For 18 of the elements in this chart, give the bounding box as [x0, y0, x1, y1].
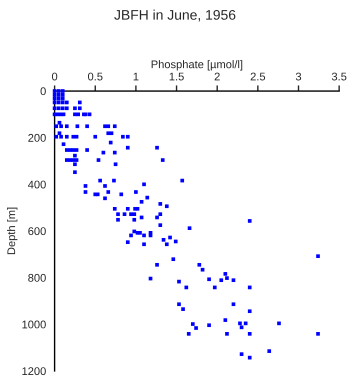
- y-tick-label: 1200: [22, 367, 46, 376]
- y-axis-title: Depth [m]: [7, 208, 18, 254]
- y-tick-label: 200: [28, 134, 46, 142]
- y-tick-label: 600: [28, 227, 46, 236]
- x-axis-title: Phosphate [µmol/l]: [152, 60, 242, 70]
- x-tick-label: 0.5: [88, 72, 103, 80]
- y-tick-label: 1000: [22, 320, 46, 328]
- y-tick-label: 800: [28, 274, 46, 282]
- chart-title: JBFH in June, 1956: [114, 10, 236, 22]
- x-tick-label: 3: [296, 72, 302, 80]
- y-tick-label: 400: [28, 180, 46, 188]
- x-tick-label: 2: [214, 72, 220, 80]
- x-tick-label: 1.5: [170, 72, 184, 80]
- y-tick-label: 0: [40, 87, 46, 96]
- x-tick-label: 0: [52, 72, 58, 80]
- x-tick-label: 3.5: [332, 72, 346, 80]
- x-tick-label: 2.5: [250, 72, 266, 80]
- x-tick-label: 1: [134, 72, 138, 80]
